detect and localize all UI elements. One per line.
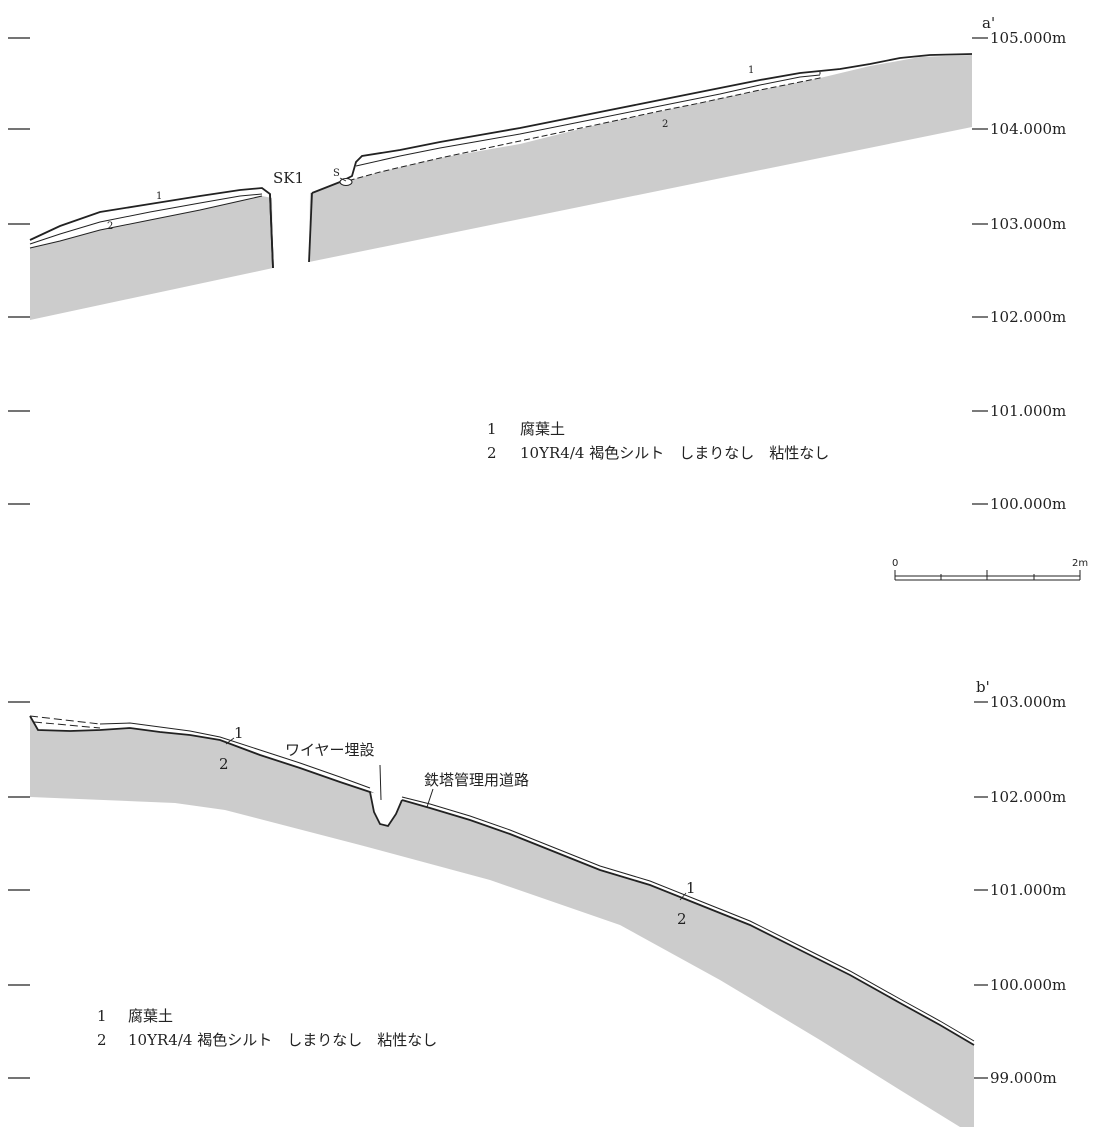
legend-text: 10YR4/4 褐色シルト しまりなし 粘性なし <box>128 1031 437 1049</box>
legend-num: 2 <box>487 444 497 462</box>
layer-mark: 2 <box>219 755 229 773</box>
elevation-label: 101.000m <box>990 402 1066 420</box>
elevation-label: 102.000m <box>990 308 1066 326</box>
elevation-label: 103.000m <box>990 693 1066 711</box>
legend-num: 2 <box>97 1031 107 1049</box>
layer-mark: 1 <box>156 191 162 202</box>
pit-label-sk1: SK1 <box>273 169 304 187</box>
elevation-label: 100.000m <box>990 495 1066 513</box>
section-b-end-label: b' <box>976 678 990 696</box>
stone-label: S <box>333 168 340 179</box>
elevation-label: 100.000m <box>990 976 1066 994</box>
subsoil-fill-right <box>309 55 972 262</box>
elevation-label: 103.000m <box>990 215 1066 233</box>
legend-text: 腐葉土 <box>520 420 565 438</box>
left-elevation-ticks-b <box>8 702 30 1078</box>
elevation-label: 101.000m <box>990 881 1066 899</box>
layer-mark: 2 <box>107 221 113 232</box>
stone-marker <box>340 179 352 186</box>
scale-end-label: 2m <box>1072 558 1088 569</box>
legend-num: 1 <box>487 420 497 438</box>
annotation-road: 鉄塔管理用道路 <box>424 771 529 789</box>
scale-bar: 0 2m <box>892 558 1088 580</box>
elevation-label: 104.000m <box>990 120 1066 138</box>
layer-mark: 2 <box>662 119 668 130</box>
scale-zero-label: 0 <box>892 558 898 569</box>
layer-mark: 1 <box>234 724 244 742</box>
legend-text: 腐葉土 <box>128 1007 173 1025</box>
section-a: a' 105.000m 104.000m 103.000m 102.000m 1… <box>8 14 1066 513</box>
left-elevation-ticks-a <box>8 38 30 504</box>
subsoil-fill-left <box>30 196 273 320</box>
elevation-label: 105.000m <box>990 29 1066 47</box>
layer-mark: 2 <box>677 910 687 928</box>
elevation-label: 99.000m <box>990 1069 1057 1087</box>
elevation-label: 102.000m <box>990 788 1066 806</box>
legend-text: 10YR4/4 褐色シルト しまりなし 粘性なし <box>520 444 829 462</box>
layer-mark: 1 <box>748 65 754 76</box>
annotation-wire: ワイヤー埋設 <box>285 741 375 759</box>
section-b: b' 103.000m 102.000m 101.000m 100.000m 9… <box>8 678 1066 1127</box>
layer-mark: 1 <box>686 879 696 897</box>
legend-num: 1 <box>97 1007 107 1025</box>
